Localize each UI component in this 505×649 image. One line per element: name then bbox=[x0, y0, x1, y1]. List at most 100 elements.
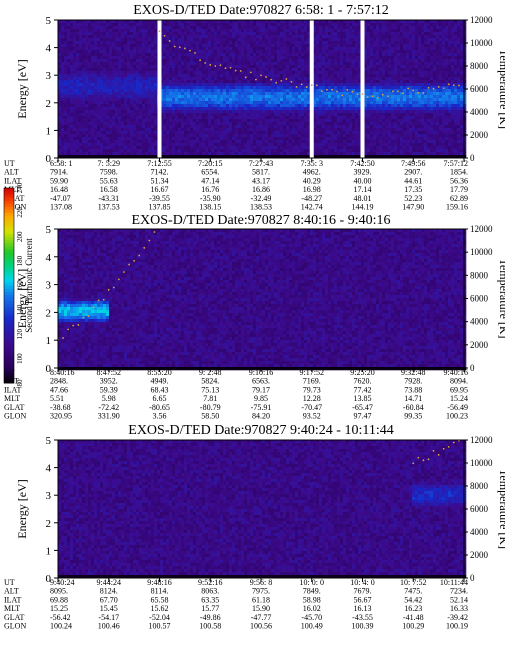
heatmap-cell bbox=[100, 83, 104, 87]
heatmap-cell bbox=[286, 56, 290, 60]
heatmap-cell bbox=[277, 23, 281, 27]
heatmap-cell bbox=[301, 65, 305, 69]
heatmap-cell bbox=[316, 134, 320, 138]
heatmap-cell bbox=[298, 107, 302, 111]
heatmap-cell bbox=[145, 32, 149, 36]
heatmap-cell bbox=[112, 23, 116, 27]
heatmap-cell bbox=[133, 59, 137, 63]
heatmap-cell bbox=[268, 119, 272, 123]
heatmap-cell bbox=[172, 146, 176, 150]
heatmap-cell bbox=[301, 98, 305, 102]
heatmap-cell bbox=[97, 83, 101, 87]
heatmap-cell bbox=[109, 89, 113, 93]
heatmap-cell bbox=[226, 143, 230, 147]
heatmap-cell bbox=[118, 113, 122, 117]
heatmap-cell bbox=[268, 143, 272, 147]
heatmap-cell bbox=[115, 74, 119, 78]
heatmap-cell bbox=[61, 20, 65, 24]
heatmap-cell bbox=[133, 149, 137, 153]
heatmap-cell bbox=[196, 92, 200, 96]
heatmap-cell bbox=[133, 56, 137, 60]
heatmap-cell bbox=[250, 95, 254, 99]
heatmap-cell bbox=[265, 116, 269, 120]
heatmap-cell bbox=[175, 29, 179, 33]
heatmap-cell bbox=[286, 41, 290, 45]
heatmap-cell bbox=[175, 35, 179, 39]
heatmap-cell bbox=[139, 80, 143, 84]
heatmap-cell bbox=[346, 62, 350, 66]
heatmap-cell bbox=[256, 89, 260, 93]
heatmap-cell bbox=[247, 38, 251, 42]
heatmap-cell bbox=[88, 23, 92, 27]
heatmap-cell bbox=[316, 35, 320, 39]
heatmap-cell bbox=[343, 125, 347, 129]
heatmap-cell bbox=[130, 47, 134, 51]
heatmap-cell bbox=[154, 149, 158, 153]
heatmap-cell bbox=[349, 113, 353, 117]
heatmap-cell bbox=[271, 149, 275, 153]
heatmap-cell bbox=[370, 119, 374, 123]
heatmap-cell bbox=[151, 137, 155, 141]
heatmap-cell bbox=[259, 155, 263, 159]
heatmap-cell bbox=[358, 44, 362, 48]
heatmap-cell bbox=[244, 29, 248, 33]
heatmap-cell bbox=[172, 29, 176, 33]
heatmap-cell bbox=[292, 131, 296, 135]
heatmap-cell bbox=[352, 116, 356, 120]
heatmap-cell bbox=[106, 26, 110, 30]
heatmap-cell bbox=[328, 95, 332, 99]
heatmap-cell bbox=[73, 134, 77, 138]
heatmap-cell bbox=[289, 140, 293, 144]
heatmap-cell bbox=[364, 41, 368, 45]
heatmap-cell bbox=[340, 29, 344, 33]
heatmap-cell bbox=[352, 20, 356, 24]
heatmap-cell bbox=[253, 68, 257, 72]
heatmap-cell bbox=[178, 155, 182, 159]
heatmap-cell bbox=[283, 116, 287, 120]
heatmap-cell bbox=[208, 125, 212, 129]
heatmap-cell bbox=[304, 113, 308, 117]
heatmap-cell bbox=[382, 77, 386, 81]
heatmap-cell bbox=[298, 80, 302, 84]
heatmap-cell bbox=[97, 143, 101, 147]
heatmap-cell bbox=[169, 50, 173, 54]
heatmap-cell bbox=[124, 107, 128, 111]
heatmap-cell bbox=[307, 77, 311, 81]
heatmap-cell bbox=[268, 95, 272, 99]
heatmap-cell bbox=[214, 59, 218, 63]
heatmap-cell bbox=[100, 125, 104, 129]
heatmap-cell bbox=[115, 119, 119, 123]
heatmap-cell bbox=[58, 86, 62, 90]
heatmap-cell bbox=[94, 20, 98, 24]
heatmap-cell bbox=[100, 29, 104, 33]
heatmap-cell bbox=[280, 155, 284, 159]
heatmap-cell bbox=[178, 20, 182, 24]
heatmap-cell bbox=[292, 119, 296, 123]
heatmap-cell bbox=[148, 149, 152, 153]
heatmap-cell bbox=[355, 59, 359, 63]
heatmap-cell bbox=[232, 62, 236, 66]
heatmap-cell bbox=[58, 44, 62, 48]
heatmap-cell bbox=[355, 20, 359, 24]
heatmap-cell bbox=[76, 140, 80, 144]
heatmap-cell bbox=[343, 20, 347, 24]
heatmap-cell bbox=[214, 125, 218, 129]
heatmap-cell bbox=[244, 74, 248, 78]
heatmap-cell bbox=[373, 92, 377, 96]
heatmap-cell bbox=[307, 80, 311, 84]
heatmap-cell bbox=[151, 74, 155, 78]
heatmap-cell bbox=[67, 95, 71, 99]
heatmap-cell bbox=[250, 92, 254, 96]
heatmap-cell bbox=[214, 26, 218, 30]
heatmap-cell bbox=[112, 26, 116, 30]
heatmap-cell bbox=[292, 53, 296, 57]
heatmap-cell bbox=[67, 38, 71, 42]
heatmap-cell bbox=[229, 47, 233, 51]
heatmap-cell bbox=[376, 80, 380, 84]
heatmap-cell bbox=[259, 62, 263, 66]
heatmap-cell bbox=[328, 107, 332, 111]
heatmap-cell bbox=[241, 143, 245, 147]
heatmap-cell bbox=[133, 146, 137, 150]
heatmap-cell bbox=[148, 146, 152, 150]
heatmap-cell bbox=[187, 47, 191, 51]
